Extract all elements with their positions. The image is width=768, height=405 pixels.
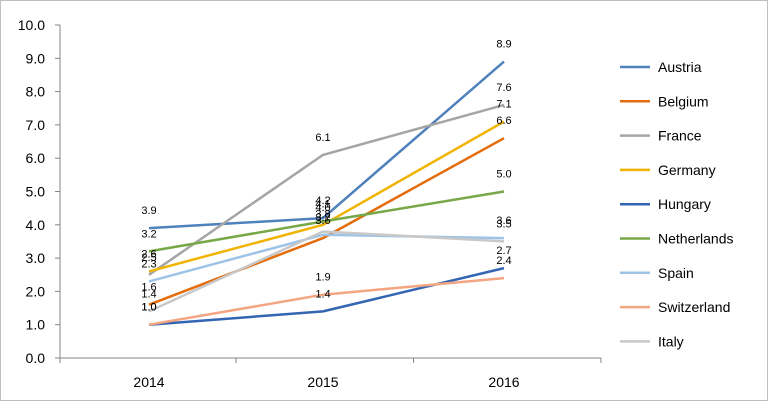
y-tick-label: 6.0 [26,150,46,166]
data-label: 1.9 [315,272,330,284]
legend-label-belgium: Belgium [658,93,709,109]
x-tick-label: 2014 [133,374,164,390]
legend-label-switzerland: Switzerland [658,299,730,315]
y-tick-label: 3.0 [26,250,46,266]
data-label: 1.0 [141,302,156,314]
data-label: 7.1 [496,99,511,111]
data-label: 2.7 [496,245,511,257]
data-label: 3.2 [141,228,156,240]
legend-label-austria: Austria [658,59,702,75]
data-label: 7.6 [496,82,511,94]
series-line-switzerland [148,276,505,326]
y-tick-label: 10.0 [18,17,45,33]
x-tick-label: 2015 [307,374,338,390]
data-label: 2.5 [141,252,156,264]
series-line-france [148,103,505,276]
legend-label-france: France [658,128,702,144]
y-tick-label: 5.0 [26,184,46,200]
series-lines [148,60,505,326]
series-line-germany [148,120,505,273]
data-label: 4.2 [315,195,330,207]
data-label: 2.3 [141,258,156,270]
legend-label-italy: Italy [658,333,684,349]
data-label: 4.0 [315,202,330,214]
data-label: 1.0 [141,302,156,314]
data-label: 5.0 [496,169,511,181]
legend: Austria Belgium France Germany Hungary Nether… [620,59,734,349]
series-line-belgium [148,137,505,306]
data-label: 3.6 [315,215,330,227]
data-label: 3.5 [496,218,511,230]
legend-label-netherlands: Netherlands [658,231,734,247]
data-label: 1.4 [141,288,156,300]
data-label: 6.1 [315,132,330,144]
series-line-netherlands [148,190,505,253]
data-label: 3.6 [496,215,511,227]
data-labels: 3.9 4.2 8.9 1.6 3.6 6.6 2.5 6.1 7.6 2.6 4.0 7.1 1.0 1… [141,39,511,314]
data-label: 8.9 [496,39,511,51]
data-label: 3.7 [315,212,330,224]
y-tick-label: 9.0 [26,50,46,66]
data-label: 6.6 [496,115,511,127]
y-tick-label: 4.0 [26,217,46,233]
legend-label-spain: Spain [658,265,694,281]
y-tick-label: 0.0 [26,350,46,366]
legend-label-germany: Germany [658,162,716,178]
data-label: 2.6 [141,248,156,260]
y-tick-label: 2.0 [26,283,46,299]
data-label: 1.4 [315,288,330,300]
data-label: 1.6 [141,282,156,294]
data-label: 3.9 [141,205,156,217]
legend-label-hungary: Hungary [658,196,711,212]
axes: 0.0 1.0 2.0 3.0 4.0 5.0 6.0 7.0 8.0 9.0 10.0 2014 20… [18,17,602,390]
y-tick-label: 8.0 [26,84,46,100]
x-tick-label: 2016 [488,374,519,390]
series-line-italy [148,230,505,313]
data-label: 2.4 [496,255,511,267]
series-line-austria [148,60,505,230]
y-tick-label: 1.0 [26,317,46,333]
y-tick-label: 7.0 [26,117,46,133]
data-label: 3.8 [315,208,330,220]
data-label: 4.1 [315,198,330,210]
